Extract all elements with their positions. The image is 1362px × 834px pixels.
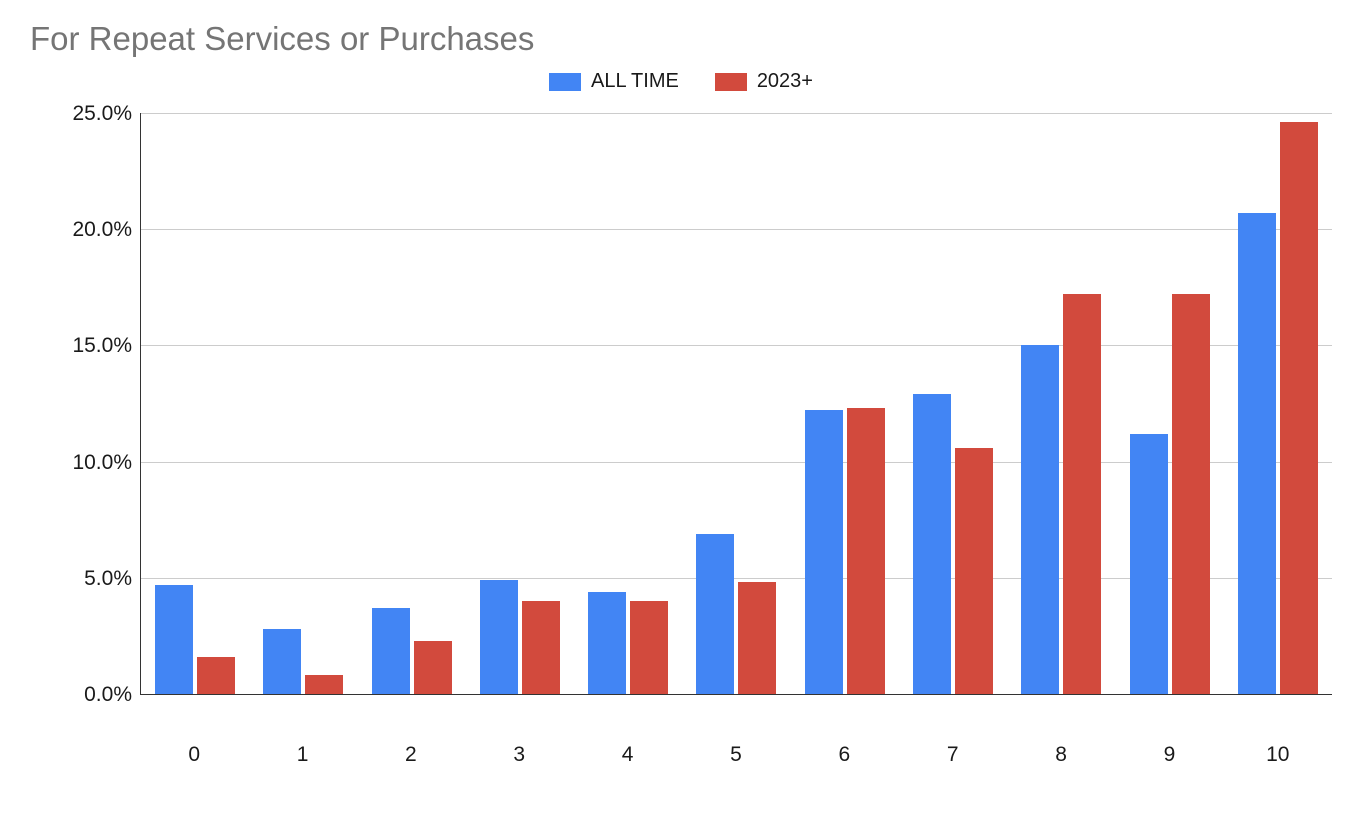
- x-tick: 8: [1007, 743, 1115, 767]
- bar: [1238, 213, 1276, 694]
- bar: [1130, 434, 1168, 694]
- bar-group: [899, 113, 1007, 694]
- x-axis: 012345678910: [140, 743, 1332, 767]
- bar-group: [249, 113, 357, 694]
- legend-item-all-time: ALL TIME: [549, 70, 679, 93]
- bar: [847, 408, 885, 694]
- bar: [263, 629, 301, 694]
- bar: [696, 534, 734, 694]
- bars-container: [141, 113, 1332, 694]
- bar: [414, 641, 452, 694]
- bar-group: [574, 113, 682, 694]
- legend-item-2023plus: 2023+: [715, 70, 813, 93]
- bar: [372, 608, 410, 694]
- x-tick: 6: [790, 743, 898, 767]
- bar: [1063, 294, 1101, 694]
- bar-group: [791, 113, 899, 694]
- bar-group: [141, 113, 249, 694]
- x-tick: 10: [1224, 743, 1332, 767]
- x-tick: 5: [682, 743, 790, 767]
- x-tick: 1: [248, 743, 356, 767]
- bar: [1172, 294, 1210, 694]
- bar: [197, 657, 235, 694]
- x-tick: 9: [1115, 743, 1223, 767]
- bar-group: [682, 113, 790, 694]
- legend-swatch-all-time: [549, 73, 581, 91]
- bar: [480, 580, 518, 694]
- chart-title: For Repeat Services or Purchases: [30, 20, 1332, 58]
- bar: [588, 592, 626, 694]
- bar: [955, 448, 993, 694]
- x-tick: 3: [465, 743, 573, 767]
- y-axis: 0.0% 5.0% 10.0% 15.0% 20.0% 25.0%: [30, 113, 140, 695]
- bar-group: [466, 113, 574, 694]
- legend-swatch-2023plus: [715, 73, 747, 91]
- bar-group: [358, 113, 466, 694]
- bar: [1280, 122, 1318, 694]
- bar-group: [1007, 113, 1115, 694]
- x-tick: 2: [357, 743, 465, 767]
- legend-label-2023plus: 2023+: [757, 70, 813, 93]
- bar-group: [1115, 113, 1223, 694]
- x-tick: 4: [573, 743, 681, 767]
- bar: [305, 675, 343, 694]
- bar: [155, 585, 193, 694]
- legend-label-all-time: ALL TIME: [591, 70, 679, 93]
- chart-legend: ALL TIME 2023+: [30, 70, 1332, 93]
- bar: [630, 601, 668, 694]
- x-tick: 7: [899, 743, 1007, 767]
- bar: [913, 394, 951, 694]
- bar: [805, 410, 843, 694]
- bar-group: [1224, 113, 1332, 694]
- chart-container: 0.0% 5.0% 10.0% 15.0% 20.0% 25.0%: [30, 113, 1332, 733]
- plot-area: [140, 113, 1332, 695]
- bar: [738, 582, 776, 694]
- bar: [1021, 345, 1059, 694]
- x-tick: 0: [140, 743, 248, 767]
- bar: [522, 601, 560, 694]
